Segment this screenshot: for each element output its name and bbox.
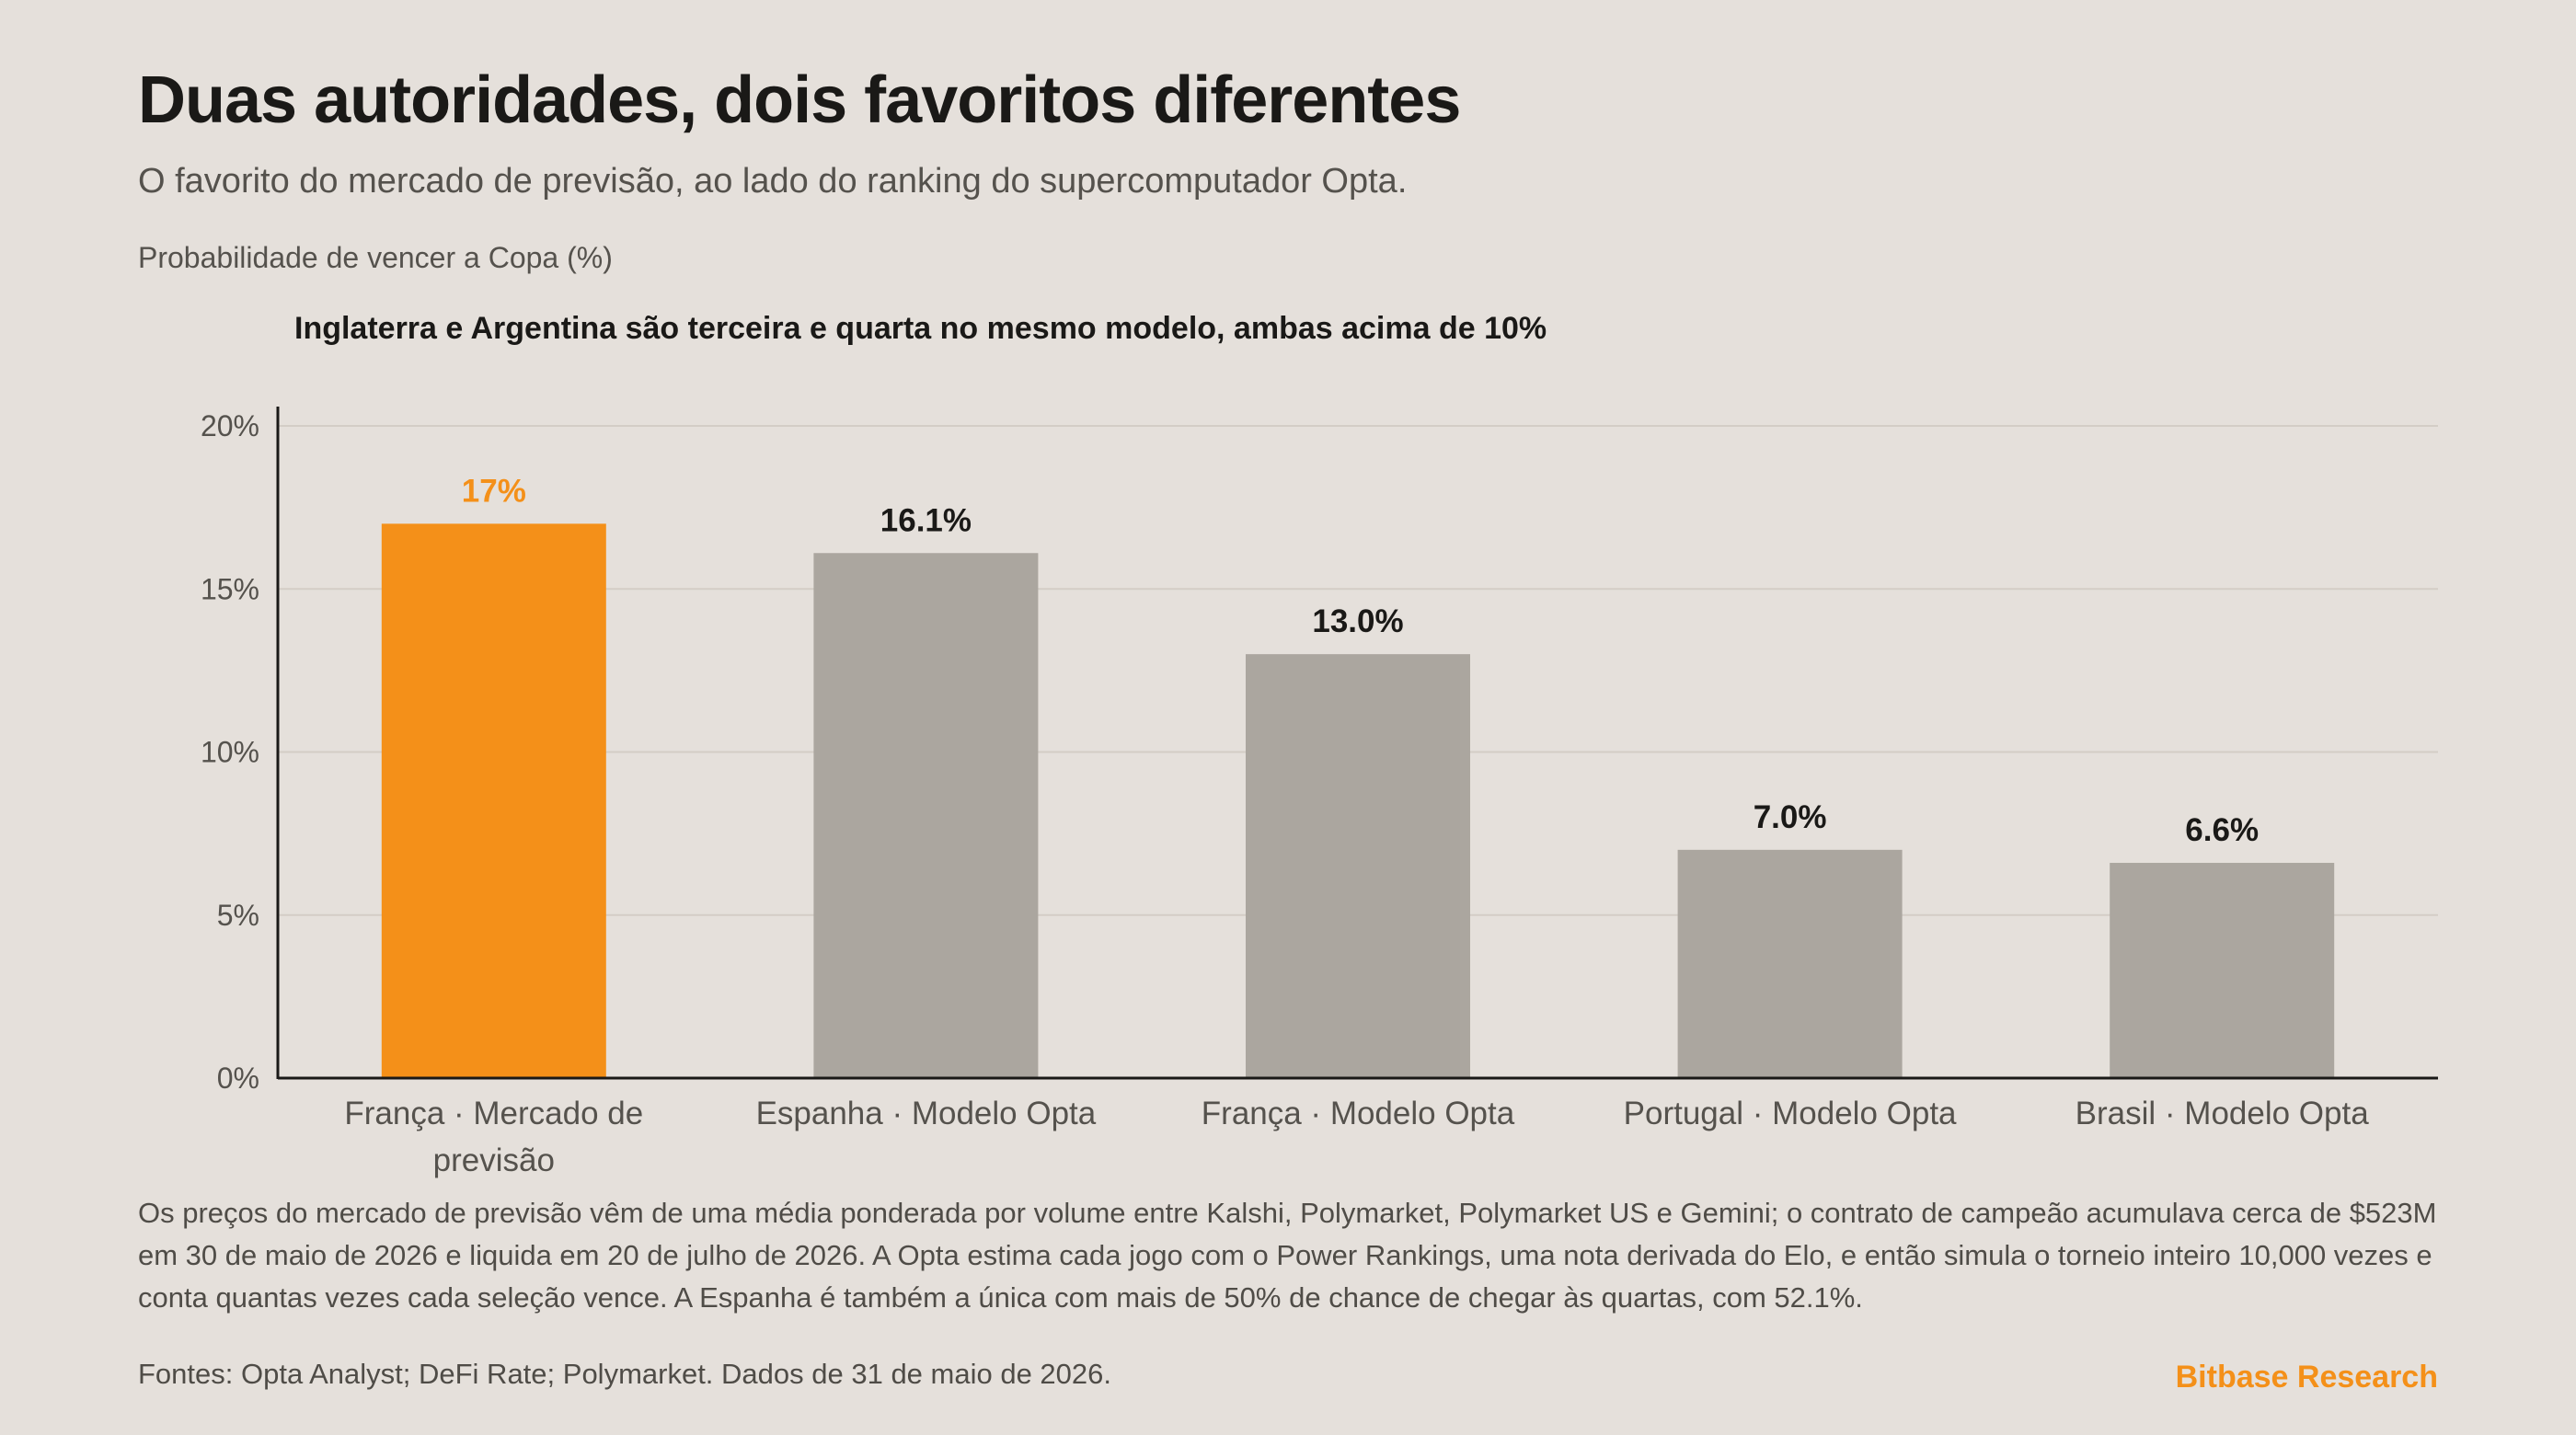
data-label: 7.0% bbox=[1754, 799, 1827, 835]
brand-label: Bitbase Research bbox=[2175, 1360, 2438, 1395]
data-label: 16.1% bbox=[880, 502, 972, 538]
chart-title: Duas autoridades, dois favoritos diferen… bbox=[138, 63, 1461, 137]
x-tick-label: França · Mercado de bbox=[344, 1096, 643, 1131]
unit-label: Probabilidade de vencer a Copa (%) bbox=[138, 241, 613, 274]
bar bbox=[2110, 863, 2335, 1078]
bar bbox=[1677, 849, 1903, 1078]
x-tick-label: previsão bbox=[433, 1142, 555, 1178]
y-tick-label: 5% bbox=[217, 899, 259, 932]
bar bbox=[381, 523, 606, 1078]
y-tick-label: 20% bbox=[201, 409, 259, 442]
bar bbox=[813, 553, 1039, 1078]
sources-note: Fontes: Opta Analyst; DeFi Rate; Polymar… bbox=[138, 1358, 1112, 1390]
data-label: 17% bbox=[462, 473, 526, 509]
y-tick-label: 15% bbox=[201, 572, 259, 605]
data-label: 13.0% bbox=[1312, 603, 1403, 639]
data-label: 6.6% bbox=[2185, 812, 2259, 848]
x-tick-label: Brasil · Modelo Opta bbox=[2076, 1096, 2370, 1131]
chart-subtitle: O favorito do mercado de previsão, ao la… bbox=[138, 162, 1408, 201]
chart-annotation: Inglaterra e Argentina são terceira e qu… bbox=[294, 311, 1547, 346]
bar bbox=[1246, 654, 1470, 1078]
footnote: Os preços do mercado de previsão vêm de … bbox=[138, 1197, 2437, 1314]
x-tick-label: Espanha · Modelo Opta bbox=[756, 1096, 1097, 1131]
y-tick-label: 10% bbox=[201, 736, 259, 769]
x-tick-label: França · Modelo Opta bbox=[1202, 1096, 1515, 1131]
bar-chart: 0% 5% 10% 15% 20% 17% França · Mercado de previ… bbox=[201, 407, 2438, 1178]
x-tick-label: Portugal · Modelo Opta bbox=[1624, 1096, 1957, 1131]
y-tick-label: 0% bbox=[217, 1062, 259, 1095]
